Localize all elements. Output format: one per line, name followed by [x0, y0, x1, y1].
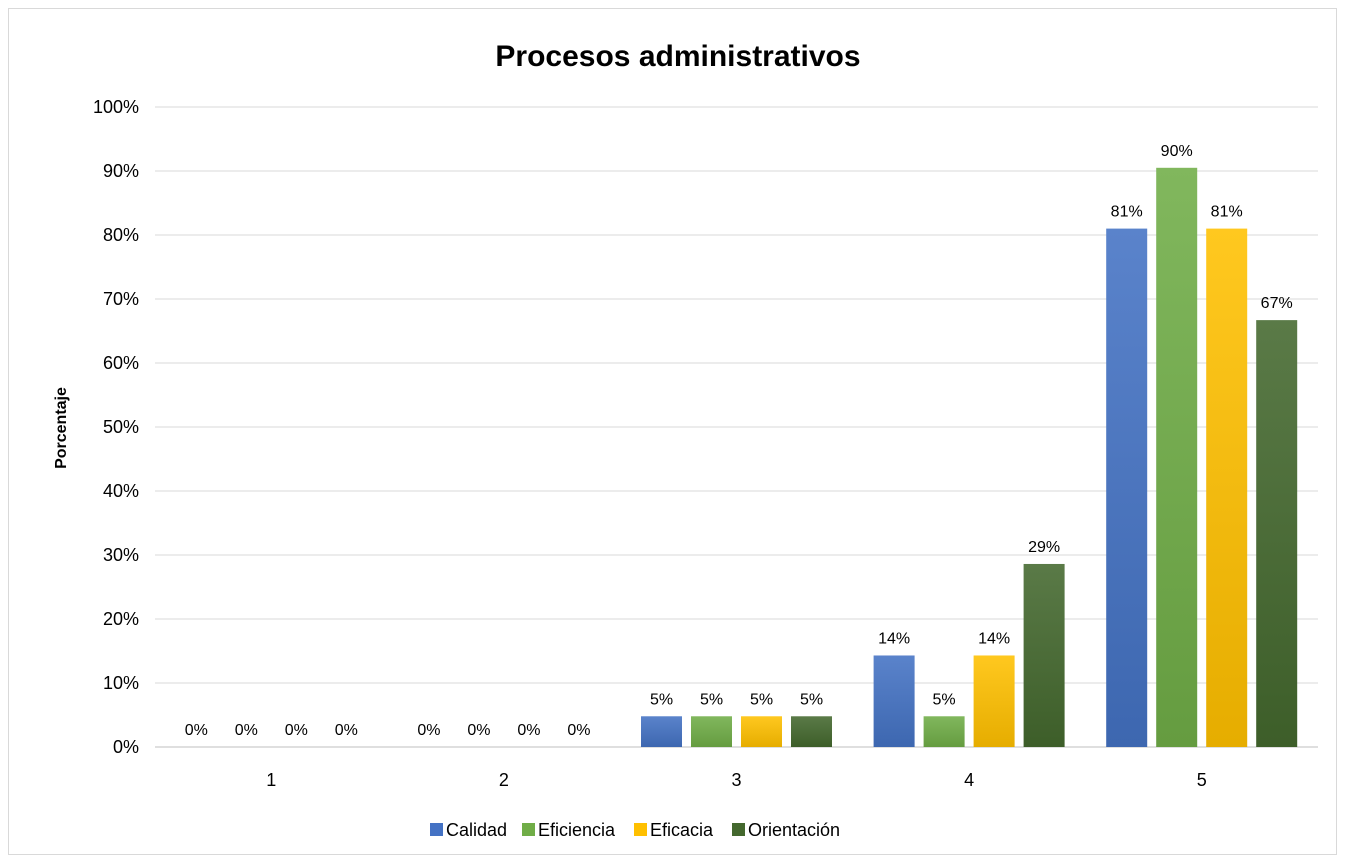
data-labels: 0% 0% 0% 0% 0% 0% 0% 0% 5% 5% 5% 5% 14% 5% 14% 29% 81% 90… [185, 143, 1293, 739]
bar-orientación [1023, 563, 1065, 747]
bar-calidad [873, 655, 915, 747]
bar-calidad [641, 716, 682, 747]
legend-swatch-eficacia [634, 823, 647, 836]
y-tick-label: 50% [103, 417, 139, 437]
x-tick-labels: 1 2 3 4 5 [266, 770, 1206, 790]
data-label: 14% [878, 630, 910, 647]
bar-calidad [1106, 228, 1148, 748]
data-label: 0% [185, 722, 208, 739]
data-label: 14% [978, 630, 1010, 647]
y-tick-label: 20% [103, 609, 139, 629]
data-label: 90% [1161, 143, 1193, 160]
bar-eficiencia [1156, 167, 1198, 748]
y-tick-label: 60% [103, 353, 139, 373]
y-tick-label: 80% [103, 225, 139, 245]
data-label: 0% [285, 722, 308, 739]
chart-title: Procesos administrativos [495, 40, 860, 73]
data-label: 81% [1111, 204, 1143, 221]
bar-orientación [1256, 320, 1298, 747]
y-tick-label: 100% [93, 97, 139, 117]
data-label: 0% [467, 722, 490, 739]
data-label: 0% [235, 722, 258, 739]
bar-eficacia [973, 655, 1015, 747]
data-label: 29% [1028, 539, 1060, 556]
data-label: 0% [335, 722, 358, 739]
legend: Calidad Eficiencia Eficacia Orientación [430, 820, 840, 840]
y-tick-label: 40% [103, 481, 139, 501]
data-label: 5% [800, 691, 823, 708]
bar-eficiencia [923, 716, 965, 747]
x-tick-label: 5 [1197, 770, 1207, 790]
data-label: 5% [650, 691, 673, 708]
x-tick-label: 2 [499, 770, 509, 790]
data-label: 67% [1261, 295, 1293, 312]
legend-swatch-eficiencia [522, 823, 535, 836]
y-tick-label: 10% [103, 673, 139, 693]
y-tick-label: 70% [103, 289, 139, 309]
y-tick-label: 30% [103, 545, 139, 565]
x-tick-label: 4 [964, 770, 974, 790]
legend-label: Orientación [748, 820, 840, 840]
data-label: 5% [750, 691, 773, 708]
bar-eficiencia [691, 716, 732, 747]
legend-swatch-orientación [732, 823, 745, 836]
y-tick-label: 90% [103, 161, 139, 181]
data-label: 81% [1211, 204, 1243, 221]
bars [641, 167, 1298, 748]
legend-label: Calidad [446, 820, 507, 840]
legend-label: Eficiencia [538, 820, 616, 840]
data-label: 5% [933, 691, 956, 708]
x-tick-label: 3 [731, 770, 741, 790]
y-tick-labels: 0% 10% 20% 30% 40% 50% 60% 70% 80% 90% 100% [93, 97, 139, 757]
x-tick-label: 1 [266, 770, 276, 790]
bar-eficacia [741, 716, 782, 747]
data-label: 0% [417, 722, 440, 739]
legend-label: Eficacia [650, 820, 714, 840]
data-label: 5% [700, 691, 723, 708]
bar-eficacia [1206, 228, 1248, 748]
y-tick-label: 0% [113, 737, 139, 757]
y-axis-label: Porcentaje [53, 387, 70, 469]
bar-orientación [791, 716, 832, 747]
legend-swatch-calidad [430, 823, 443, 836]
data-label: 0% [517, 722, 540, 739]
data-label: 0% [567, 722, 590, 739]
